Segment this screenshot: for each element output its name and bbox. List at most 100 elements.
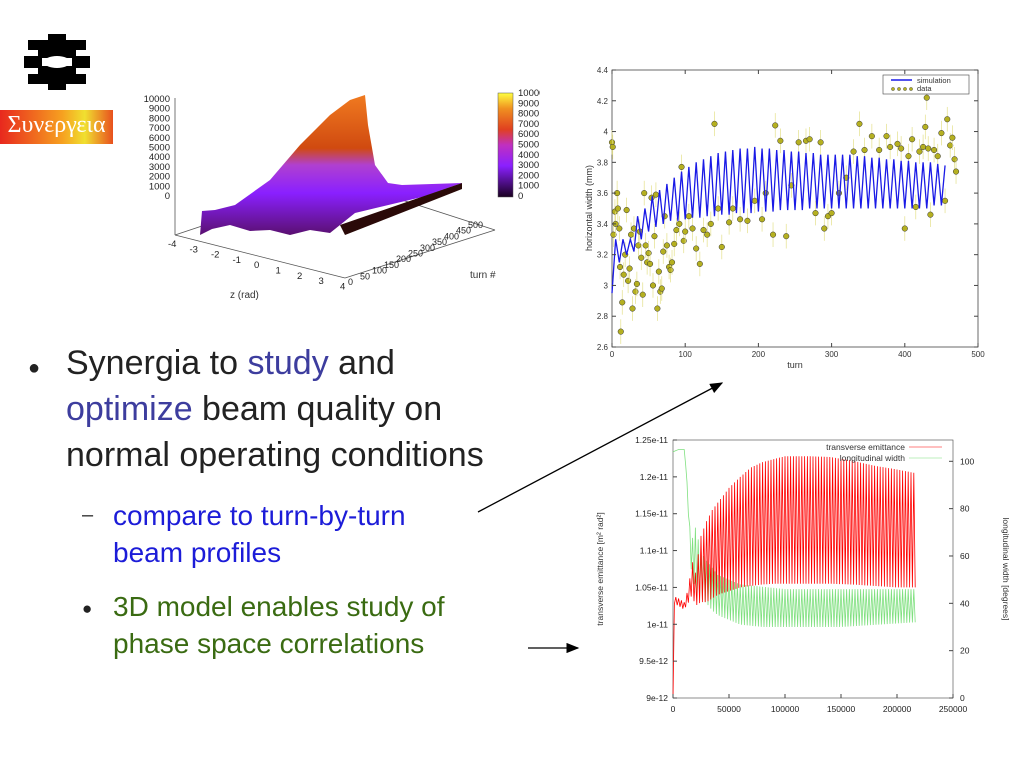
- data-point: [922, 123, 929, 130]
- x-tick-label: 250000: [939, 704, 968, 714]
- z-tick-label: 5000: [149, 143, 170, 154]
- data-point: [828, 210, 835, 217]
- text-segment: beam quality on: [192, 390, 443, 428]
- data-point: [658, 285, 665, 292]
- data-point: [783, 233, 790, 240]
- x-tick-label: -4: [168, 239, 176, 250]
- colorbar: [497, 92, 514, 198]
- data-point: [651, 233, 658, 240]
- y-tick-label: 1.05e-11: [635, 582, 668, 592]
- y-tick-label: 4: [604, 128, 609, 137]
- data-point: [632, 288, 639, 295]
- text-segment: and: [328, 344, 395, 382]
- data-point: [617, 263, 624, 271]
- y2-tick-label: 100: [960, 456, 974, 466]
- y-tick-label: 1.15e-11: [635, 509, 668, 519]
- longitudinal-width-line: [672, 449, 916, 628]
- data-point: [949, 134, 956, 141]
- x-tick-label: 3: [319, 276, 324, 287]
- z-tick-label: 0: [165, 191, 170, 202]
- data-point: [619, 299, 626, 306]
- data-point: [652, 191, 659, 198]
- z-tick-label: 4000: [149, 152, 170, 163]
- data-point: [916, 148, 923, 155]
- horizontal-width-chart: 0 100 200 300 400 500 2.6 2.8 3 3.2 3.4 3.6 3.8 4 4.2 4…: [584, 66, 985, 370]
- data-point: [931, 146, 938, 154]
- data-point: [718, 243, 725, 251]
- data-point: [894, 140, 901, 147]
- y-axis-label: horizontal width (mm): [584, 165, 594, 251]
- data-point: [751, 197, 758, 204]
- data-point: [942, 197, 949, 204]
- z-tick-label: 7000: [149, 123, 170, 134]
- data-point: [711, 120, 718, 127]
- data-point: [762, 190, 769, 197]
- data-point: [905, 153, 912, 160]
- text-line: beam profiles: [113, 537, 282, 568]
- data-point: [850, 148, 857, 155]
- turn-tick-label: 200: [396, 254, 411, 264]
- data-point: [927, 211, 934, 218]
- data-point: [887, 143, 894, 150]
- data-point: [678, 163, 685, 170]
- y-tick-label: 4.2: [597, 97, 609, 106]
- colorbar-tick-label: 0: [518, 191, 523, 202]
- colorbar-tick-label: 2000: [518, 170, 539, 181]
- data-point: [729, 205, 736, 212]
- data-point: [693, 245, 700, 252]
- surface-chart: 1000090008000700060005000400030002000100…: [144, 88, 540, 301]
- data-point: [772, 122, 779, 129]
- data-point: [641, 190, 648, 197]
- legend-simulation: simulation: [917, 76, 951, 85]
- surface-floor: [340, 183, 462, 235]
- colorbar-tick-label: 4000: [518, 150, 539, 161]
- data-point: [627, 231, 635, 238]
- data-point: [635, 242, 642, 249]
- data-point: [633, 280, 640, 287]
- z-tick-label: 8000: [149, 113, 170, 124]
- x-tick-label: -1: [233, 255, 241, 266]
- y-tick-label: 2.6: [597, 343, 609, 352]
- emittance-chart: 0 50000 100000 150000 200000 250000 9e-12 9.5e-…: [595, 435, 1011, 714]
- simulation-line: [611, 146, 946, 294]
- data-point: [901, 225, 908, 232]
- data-point: [817, 139, 824, 146]
- y-tick-label: 1.2e-11: [640, 472, 668, 482]
- data-point: [938, 130, 945, 137]
- data-point: [923, 94, 930, 101]
- y2-tick-label: 40: [960, 598, 970, 608]
- data-point: [920, 143, 927, 150]
- legend-emittance: transverse emittance: [826, 442, 905, 452]
- z-axis-label: z (rad): [230, 290, 259, 301]
- data-point: [868, 133, 875, 140]
- x-tick-label: 100: [679, 350, 693, 359]
- turn-tick-label: 450: [456, 226, 471, 236]
- x-tick-label: 0: [610, 350, 615, 359]
- legend-data: data: [917, 84, 932, 93]
- y-tick-label: 3.8: [597, 158, 609, 167]
- data-point: [676, 220, 683, 227]
- text-line: phase space correlations: [113, 628, 425, 659]
- data-point: [685, 213, 692, 220]
- turn-tick-label: 150: [384, 260, 399, 270]
- data-point: [680, 237, 687, 244]
- y2-tick-label: 20: [960, 646, 970, 656]
- x-tick-label: 400: [898, 350, 912, 359]
- synergia-logo-text: Συνεργεια: [7, 112, 106, 138]
- x-tick-label: 50000: [717, 704, 741, 714]
- data-point: [726, 219, 733, 226]
- data-point: [673, 226, 680, 234]
- text-line: compare to turn-by-turn: [113, 500, 406, 531]
- data-point: [623, 206, 630, 214]
- data-point: [909, 136, 916, 143]
- data-point: [620, 271, 627, 278]
- turn-tick-label: 500: [468, 220, 483, 230]
- y-tick-label: 9.5e-12: [639, 656, 668, 666]
- data-point: [655, 268, 662, 275]
- data-point: [861, 146, 868, 154]
- data-point: [616, 225, 623, 232]
- z-tick-label: 2000: [149, 172, 170, 183]
- data-point: [925, 145, 932, 152]
- surface-mesh: [200, 95, 462, 235]
- data-point: [952, 168, 960, 175]
